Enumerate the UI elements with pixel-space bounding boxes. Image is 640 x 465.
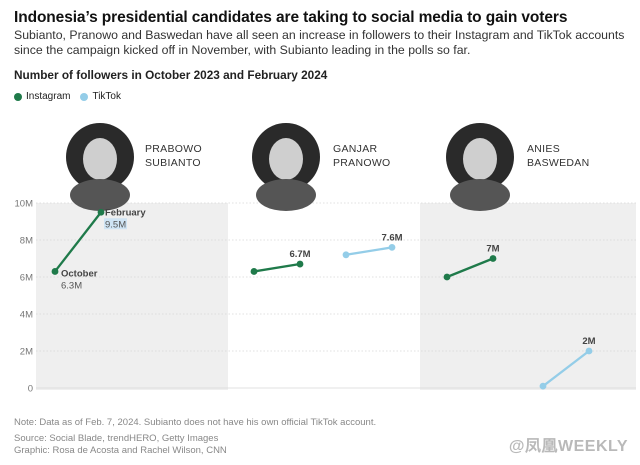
- chart-note: Note: Data as of Feb. 7, 2024. Subianto …: [14, 417, 377, 428]
- y-tick-label: 10M: [15, 199, 34, 210]
- ganjar-tiktok-point-start: [342, 251, 350, 259]
- legend-swatch-instagram: [14, 92, 22, 101]
- panel-background-1: [36, 203, 228, 390]
- prabowo-end-value-highlight: [104, 218, 127, 230]
- legend-label-instagram: Instagram: [26, 91, 71, 102]
- prabowo-instagram-point-start: [51, 268, 59, 275]
- anies-instagram-point-end: [489, 255, 497, 262]
- ganjar-tiktok-end-label: 7.6M: [381, 232, 402, 243]
- y-tick-label: 0: [28, 384, 33, 395]
- anies-instagram-line: [446, 257, 494, 279]
- prabowo-start-value: 6.3M: [61, 280, 82, 291]
- y-tick-label: 2M: [20, 347, 33, 358]
- anies-tiktok-end-label: 2M: [582, 336, 595, 347]
- anies-instagram-end-label: 7M: [486, 244, 499, 255]
- legend-label-tiktok: TikTok: [92, 91, 121, 102]
- candidate-name-line1: GANJAR: [333, 143, 378, 155]
- anies-tiktok-line: [542, 350, 590, 388]
- candidate-name-line1: PRABOWO: [145, 143, 202, 155]
- prabowo-start-label: October: [61, 268, 98, 279]
- y-tick-label: 6M: [20, 273, 33, 284]
- candidate-name-line2: SUBIANTO: [145, 157, 201, 169]
- candidate-name-line2: PRANOWO: [333, 157, 391, 169]
- prabowo-end-value: 9.5M: [105, 219, 126, 230]
- candidate-name-line2: BASWEDAN: [527, 157, 590, 169]
- ganjar-instagram-end-label: 6.7M: [289, 249, 310, 260]
- ganjar-tiktok-line: [345, 246, 393, 256]
- ganjar-instagram-line: [253, 262, 301, 273]
- chart-title: Indonesia’s presidential candidates are …: [14, 9, 568, 26]
- ganjar-tiktok-point-end: [388, 244, 396, 251]
- anies-instagram-point-start: [443, 273, 451, 281]
- y-tick-label: 8M: [20, 236, 33, 247]
- ganjar-instagram-point-start: [250, 268, 258, 275]
- watermark: @凤凰WEEKLY: [508, 438, 628, 455]
- prabowo-end-label: February: [105, 207, 146, 218]
- ganjar-instagram-point-end: [296, 260, 304, 268]
- legend-item-tiktok: TikTok: [80, 91, 121, 102]
- chart-subtitle: Subianto, Pranowo and Baswedan have all …: [14, 28, 625, 57]
- legend-swatch-tiktok: [80, 92, 89, 101]
- y-tick-label: 4M: [20, 310, 33, 321]
- candidate-face-icon: [463, 138, 497, 180]
- candidate-name-line1: ANIES: [527, 143, 560, 155]
- anies-tiktok-point-start: [539, 382, 547, 390]
- anies-tiktok-point-end: [585, 347, 593, 355]
- candidate-face-icon: [269, 138, 303, 180]
- legend-item-instagram: Instagram: [14, 91, 70, 102]
- candidate-face-icon: [83, 138, 117, 180]
- chart-heading: Number of followers in October 2023 and …: [14, 68, 328, 82]
- legend: Instagram TikTok: [14, 91, 131, 102]
- candidate-shoulders-icon: [256, 179, 316, 211]
- panel-background-3: [420, 203, 636, 390]
- candidate-shoulders-icon: [70, 179, 130, 211]
- chart-source: Source: Social Blade, trendHERO, Getty I…: [14, 433, 219, 444]
- prabowo-instagram-line: [54, 211, 102, 273]
- prabowo-instagram-point-end: [97, 208, 105, 216]
- chart-credit: Graphic: Rosa de Acosta and Rachel Wilso…: [14, 445, 227, 456]
- candidate-shoulders-icon: [450, 179, 510, 211]
